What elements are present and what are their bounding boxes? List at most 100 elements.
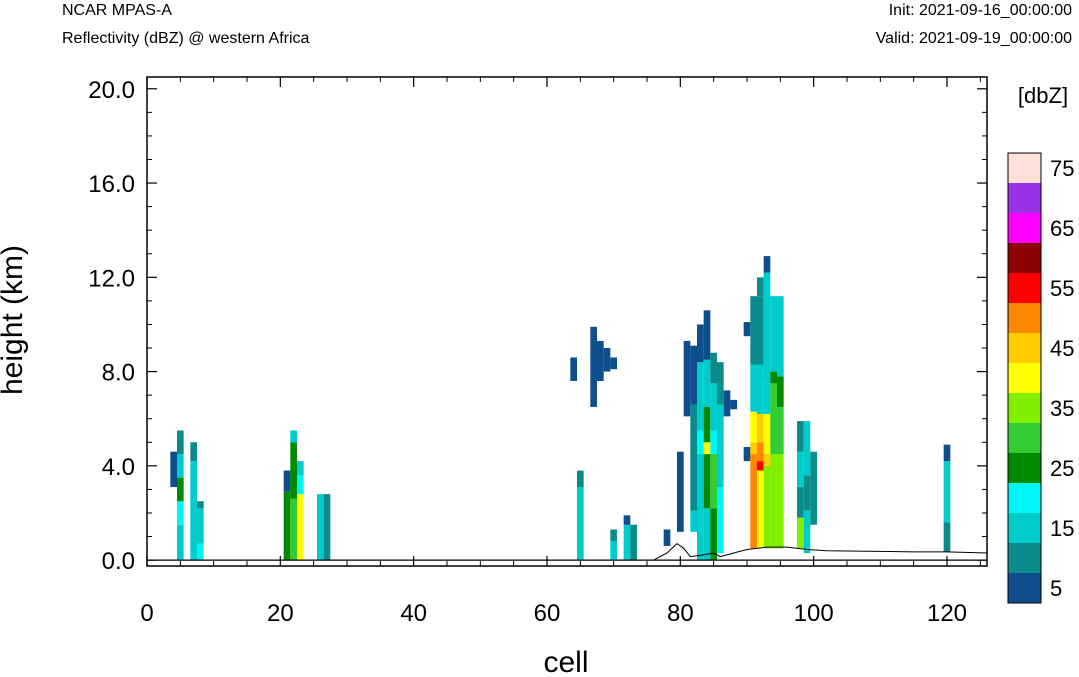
reflectivity-cell xyxy=(283,491,291,561)
x-axis-title: cell xyxy=(543,646,588,677)
colorbar-swatch xyxy=(1008,423,1041,453)
colorbar-swatch xyxy=(1008,543,1041,573)
reflectivity-cell xyxy=(743,446,751,462)
reflectivity-cell xyxy=(703,406,711,443)
reflectivity-cell xyxy=(710,430,717,455)
reflectivity-cell xyxy=(797,517,804,549)
reflectivity-cell xyxy=(697,430,704,455)
colorbar-swatch xyxy=(1008,363,1041,393)
reflectivity-cell xyxy=(803,475,811,511)
reflectivity-cell xyxy=(577,487,584,561)
reflectivity-cell xyxy=(597,340,604,381)
y-tick-label: 16.0 xyxy=(88,171,135,198)
plot-area xyxy=(147,256,988,561)
colorbar-swatch xyxy=(1008,183,1041,213)
reflectivity-cell xyxy=(743,322,751,337)
colorbar: 5 15 25 35 45 55 65 75 xyxy=(1007,152,1074,604)
colorbar-title: [dbZ] xyxy=(1018,83,1068,108)
plot-frame xyxy=(146,76,988,567)
colorbar-label: 5 xyxy=(1050,576,1062,601)
colorbar-label: 25 xyxy=(1050,456,1074,481)
reflectivity-cell xyxy=(763,414,771,455)
reflectivity-cell xyxy=(757,461,764,471)
reflectivity-cell xyxy=(317,494,324,561)
field-subtitle: Reflectivity (dBZ) @ western Africa xyxy=(62,30,310,47)
init-time: Init: 2021-09-16_00:00:00 xyxy=(888,2,1072,19)
reflectivity-cell xyxy=(703,310,711,360)
colorbar-swatch xyxy=(1008,333,1041,363)
reflectivity-cell xyxy=(690,510,697,532)
reflectivity-cell xyxy=(197,501,204,509)
reflectivity-cell xyxy=(697,324,704,363)
reflectivity-cell xyxy=(757,414,764,443)
colorbar-swatch xyxy=(1008,153,1041,183)
reflectivity-cell xyxy=(710,454,717,509)
reflectivity-cell xyxy=(757,470,764,549)
reflectivity-cell xyxy=(703,454,711,509)
reflectivity-cell xyxy=(177,477,184,502)
colorbar-label: 35 xyxy=(1050,396,1074,421)
y-tick-label: 0.0 xyxy=(102,548,135,575)
reflectivity-cell xyxy=(290,442,297,462)
reflectivity-cell xyxy=(323,494,331,561)
reflectivity-cell xyxy=(763,465,771,549)
reflectivity-cell xyxy=(577,470,584,488)
reflectivity-cell xyxy=(763,454,771,466)
colorbar-swatch xyxy=(1008,303,1041,333)
reflectivity-cell xyxy=(177,454,184,478)
reflectivity-cell xyxy=(710,383,717,431)
reflectivity-cell xyxy=(197,543,204,561)
reflectivity-cell xyxy=(290,461,297,499)
y-tick-label: 4.0 xyxy=(102,454,135,481)
model-title: NCAR MPAS-A xyxy=(62,2,172,19)
reflectivity-cell xyxy=(683,340,691,417)
reflectivity-cell xyxy=(723,390,731,417)
reflectivity-cell xyxy=(777,376,784,407)
reflectivity-cell xyxy=(750,442,757,455)
reflectivity-cell xyxy=(690,345,697,405)
reflectivity-cell xyxy=(610,529,617,542)
y-axis-title: height (km) xyxy=(0,245,29,395)
reflectivity-cell xyxy=(763,272,771,384)
reflectivity-cell xyxy=(943,522,951,552)
reflectivity-cell xyxy=(757,442,764,462)
reflectivity-cell xyxy=(603,348,611,372)
reflectivity-cell xyxy=(590,326,597,407)
colorbar-label: 55 xyxy=(1050,276,1074,301)
colorbar-swatch xyxy=(1008,483,1041,513)
reflectivity-cell xyxy=(710,508,717,561)
reflectivity-cell xyxy=(750,454,757,549)
reflectivity-cell xyxy=(717,404,724,488)
colorbar-label: 15 xyxy=(1050,516,1074,541)
y-tick-label: 8.0 xyxy=(102,360,135,387)
reflectivity-cell xyxy=(757,277,764,297)
reflectivity-cell xyxy=(177,524,184,561)
reflectivity-cell xyxy=(750,296,757,365)
reflectivity-cell xyxy=(710,352,717,384)
reflectivity-cell xyxy=(757,296,764,365)
reflectivity-cell xyxy=(717,362,724,405)
reflectivity-cell xyxy=(297,461,304,476)
colorbar-swatch xyxy=(1008,213,1041,243)
reflectivity-cell xyxy=(677,451,684,532)
reflectivity-cell xyxy=(690,404,697,511)
x-tick-label: 0 xyxy=(140,600,153,627)
reflectivity-cell xyxy=(770,383,777,455)
reflectivity-cell xyxy=(190,461,197,561)
reflectivity-cell xyxy=(177,437,184,455)
reflectivity-cell xyxy=(943,444,951,462)
reflectivity-cell xyxy=(797,421,804,452)
reflectivity-cell xyxy=(797,451,804,488)
colorbar-swatch xyxy=(1008,573,1041,603)
reflectivity-cell xyxy=(177,501,184,525)
colorbar-swatch xyxy=(1008,393,1041,423)
y-tick-label: 12.0 xyxy=(88,265,135,292)
reflectivity-cell xyxy=(697,362,704,431)
reflectivity-cell xyxy=(630,524,637,561)
reflectivity-cell xyxy=(610,357,617,370)
reflectivity-cell xyxy=(717,487,724,554)
reflectivity-cell xyxy=(703,359,711,407)
reflectivity-cell xyxy=(770,296,777,372)
x-tick-label: 60 xyxy=(534,600,561,627)
